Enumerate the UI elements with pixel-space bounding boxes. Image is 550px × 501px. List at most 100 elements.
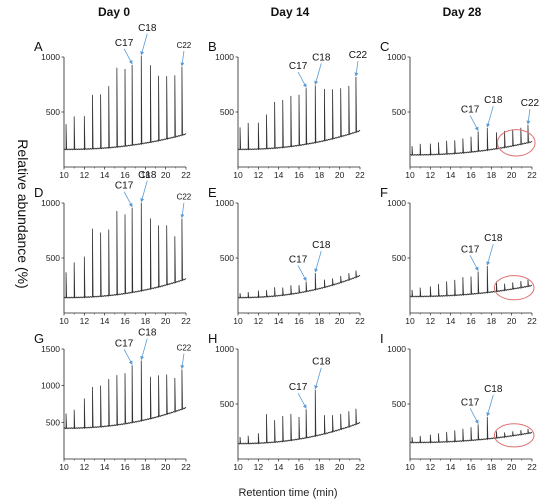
y-tick-label: 1000 — [215, 198, 234, 208]
x-tick-label: 22 — [181, 170, 191, 180]
y-tick-label: 1000 — [215, 52, 234, 62]
y-tick-label: 1000 — [41, 198, 60, 208]
annotation-arrow — [123, 349, 133, 365]
peak-annotation-c18: C18 — [484, 233, 503, 244]
x-tick-label: 12 — [254, 462, 264, 472]
panel-label: D — [34, 185, 43, 200]
x-tick-label: 10 — [233, 170, 243, 180]
annotation-arrow — [486, 394, 494, 417]
peak-annotation-c18: C18 — [312, 357, 331, 368]
x-axis-label: Retention time (min) — [238, 487, 337, 499]
x-tick-label: 12 — [80, 170, 90, 180]
x-tick-label: 16 — [294, 462, 304, 472]
peak-annotation-c22: C22 — [349, 50, 368, 61]
x-tick-label: 14 — [100, 170, 110, 180]
y-tick-label: 1000 — [387, 198, 406, 208]
x-tick-label: 10 — [405, 462, 415, 472]
x-tick-label: 12 — [426, 462, 436, 472]
peak-annotation-c17: C17 — [115, 181, 134, 192]
x-tick-label: 18 — [315, 316, 325, 326]
annotation-arrow — [469, 255, 479, 272]
chromatogram-trace — [409, 266, 533, 298]
x-tick-label: 18 — [487, 316, 497, 326]
x-tick-label: 16 — [120, 316, 130, 326]
peak-annotation-c17: C17 — [289, 382, 308, 393]
y-tick-label: 1000 — [41, 381, 60, 391]
y-tick-label: 500 — [220, 253, 234, 263]
peak-annotation-c18: C18 — [312, 52, 331, 63]
x-tick-label: 22 — [527, 462, 537, 472]
panel-i: I 10 12 14 16 18 20 22 500 1000 C17 C18 — [380, 331, 537, 472]
x-tick-label: 14 — [446, 170, 456, 180]
x-tick-label: 22 — [355, 170, 365, 180]
peak-annotation-c22: C22 — [177, 193, 192, 202]
panel-c: C 10 12 14 16 18 20 22 500 1000 C17 C18 C22 — [380, 39, 540, 180]
chromatogram-trace — [237, 77, 361, 151]
annotation-arrow — [123, 48, 133, 65]
y-tick-label: 500 — [220, 399, 234, 409]
panel-d: D 10 12 14 16 18 20 22 500 1000 C17 C18 C22 — [34, 170, 192, 326]
y-tick-label: 1000 — [387, 344, 406, 354]
x-tick-label: 14 — [100, 316, 110, 326]
x-tick-label: 20 — [161, 462, 171, 472]
annotation-arrow — [314, 250, 322, 273]
chromatogram-trace — [63, 55, 187, 151]
x-tick-label: 14 — [274, 170, 284, 180]
annotation-arrow — [526, 108, 531, 125]
annotation-arrow — [297, 265, 307, 282]
annotation-arrow — [123, 191, 133, 208]
x-tick-label: 20 — [161, 170, 171, 180]
annotation-arrow — [140, 33, 148, 56]
x-tick-label: 18 — [315, 170, 325, 180]
x-tick-label: 22 — [527, 316, 537, 326]
annotation-arrow — [486, 243, 494, 266]
panel-g: G 10 12 14 16 18 20 22 500 1000 1500 C17 C18 C22 — [34, 328, 192, 472]
panel-label: F — [380, 185, 388, 200]
x-tick-label: 18 — [141, 316, 151, 326]
x-tick-label: 16 — [466, 170, 476, 180]
x-tick-label: 20 — [335, 170, 345, 180]
x-tick-label: 18 — [141, 170, 151, 180]
panel-b: B 10 12 14 16 18 20 22 500 1000 C17 C18 C22 — [208, 39, 368, 180]
peak-annotation-c18: C18 — [138, 328, 157, 339]
x-tick-label: 10 — [59, 170, 69, 180]
x-tick-label: 22 — [181, 462, 191, 472]
y-tick-label: 1000 — [41, 52, 60, 62]
chromatogram-trace — [409, 125, 533, 157]
peak-annotation-c22: C22 — [521, 98, 540, 109]
y-tick-label: 1000 — [387, 52, 406, 62]
annotation-arrow — [314, 63, 322, 85]
x-tick-label: 16 — [294, 170, 304, 180]
y-tick-label: 500 — [46, 417, 60, 427]
x-tick-label: 22 — [355, 316, 365, 326]
panel-label: I — [380, 331, 384, 346]
chromatogram-trace — [409, 416, 533, 444]
x-tick-label: 12 — [80, 462, 90, 472]
chromatogram-trace — [63, 202, 187, 299]
panel-h: H 10 12 14 16 18 20 22 500 1000 C17 C18 — [208, 331, 365, 472]
peak-annotation-c17: C17 — [289, 255, 308, 266]
peak-annotation-c18: C18 — [138, 23, 157, 34]
x-tick-label: 16 — [466, 316, 476, 326]
x-tick-label: 10 — [405, 316, 415, 326]
panel-label: G — [34, 331, 44, 346]
x-tick-label: 18 — [487, 170, 497, 180]
x-tick-label: 14 — [446, 462, 456, 472]
x-tick-label: 10 — [233, 316, 243, 326]
y-tick-label: 500 — [392, 107, 406, 117]
annotation-arrow — [140, 338, 148, 361]
peak-annotation-c22: C22 — [177, 344, 192, 353]
x-tick-label: 20 — [507, 316, 517, 326]
annotation-arrow — [486, 105, 494, 128]
peak-annotation-c17: C17 — [115, 338, 134, 349]
x-tick-label: 10 — [59, 316, 69, 326]
y-tick-label: 500 — [46, 107, 60, 117]
annotation-arrow — [314, 367, 322, 390]
x-tick-label: 16 — [294, 316, 304, 326]
x-tick-label: 14 — [274, 462, 284, 472]
y-tick-label: 1500 — [41, 344, 60, 354]
y-tick-label: 500 — [392, 253, 406, 263]
panel-label: A — [34, 39, 43, 54]
